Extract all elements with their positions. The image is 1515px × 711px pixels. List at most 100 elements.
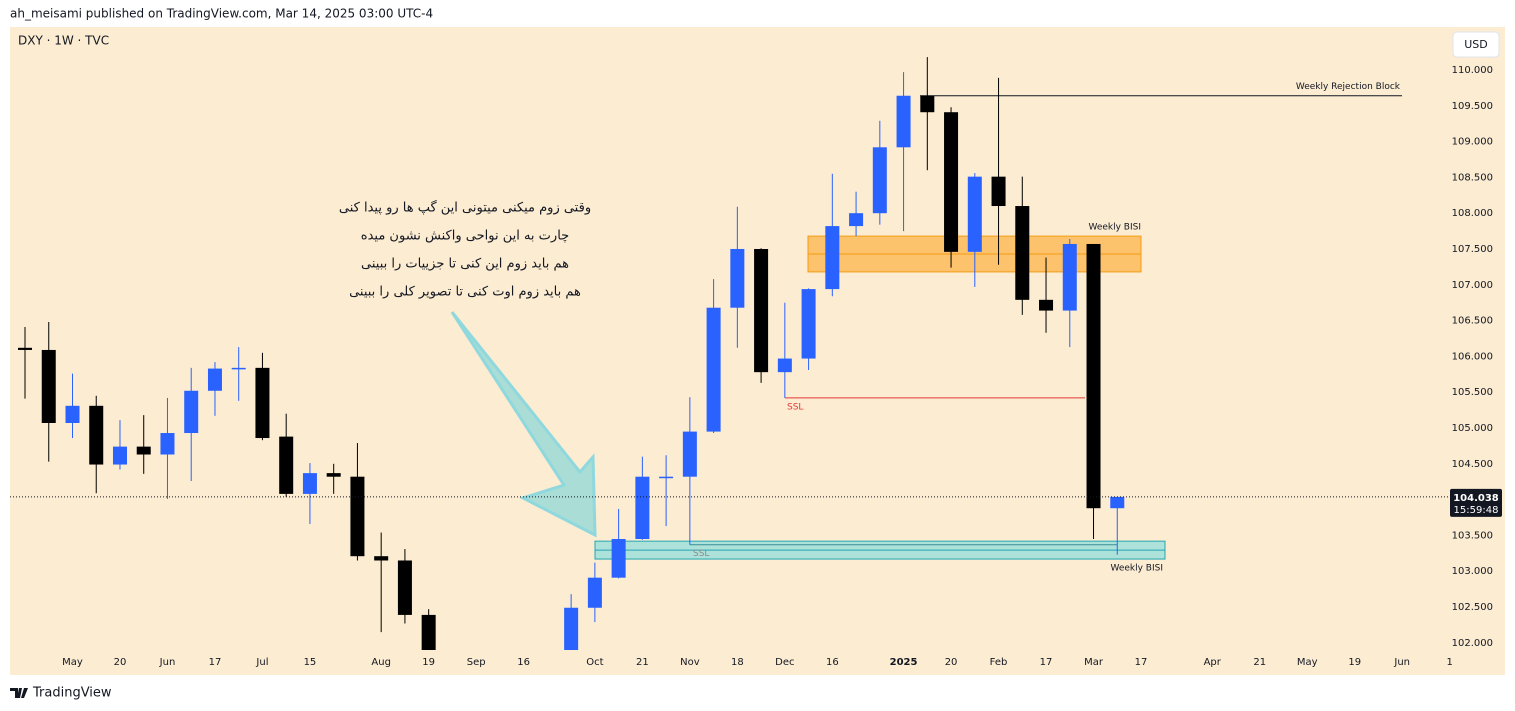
x-tick-label: 15	[304, 657, 317, 668]
candle-body	[374, 556, 389, 561]
x-tick-label: 20	[114, 657, 127, 668]
y-tick-label: 108.500	[1452, 172, 1493, 183]
x-tick-label: 20	[945, 657, 958, 668]
plot	[18, 57, 1402, 650]
x-tick-label: 17	[1040, 657, 1053, 668]
candle-body	[635, 476, 650, 540]
candle-body	[611, 539, 626, 578]
candle-body	[991, 176, 1006, 207]
level-label: SSL	[693, 549, 709, 559]
candle-body	[397, 560, 412, 615]
y-tick-label: 109.500	[1452, 101, 1493, 112]
x-tick-label: 1	[1447, 657, 1453, 668]
candle-body	[872, 147, 887, 214]
level-label: SSL	[787, 402, 803, 412]
candle-body	[754, 248, 769, 373]
x-tick-label: 19	[422, 657, 435, 668]
x-tick-label: 21	[636, 657, 649, 668]
candle-body	[207, 368, 222, 391]
y-tick-label: 103.500	[1452, 530, 1493, 541]
y-tick-label: 104.500	[1452, 459, 1493, 470]
level-label: Weekly Rejection Block	[1296, 82, 1401, 92]
x-tick-label: Nov	[680, 657, 700, 668]
x-tick-label: Oct	[586, 657, 603, 668]
currency-button[interactable]	[1452, 31, 1500, 58]
x-tick-label: Jun	[159, 657, 176, 668]
zone-label: Weekly BISI	[1110, 564, 1163, 574]
candle-body	[184, 390, 199, 434]
candle-body	[326, 473, 341, 477]
y-tick-label: 105.500	[1452, 387, 1493, 398]
publisher: ah_meisami published on TradingView.com,…	[10, 7, 433, 21]
zone-label: Weekly BISI	[1088, 223, 1141, 233]
x-tick-label: Sep	[467, 657, 486, 668]
countdown: 15:59:48	[1454, 505, 1499, 516]
candle-body	[706, 307, 721, 432]
symbol: DXY · 1W · TVC	[18, 34, 109, 48]
candle-body	[112, 446, 127, 465]
candle-body	[255, 367, 270, 439]
x-tick-label: Dec	[775, 657, 794, 668]
candle-body	[801, 289, 816, 359]
y-tick-label: 102.000	[1452, 638, 1493, 649]
candle-body	[849, 213, 864, 227]
candle-body	[231, 367, 246, 370]
note-line: چارت به این نواحی واکنش نشون میده	[361, 229, 569, 244]
x-tick-label: Jul	[255, 657, 268, 668]
candle-body	[421, 614, 436, 650]
candle-body	[944, 112, 959, 252]
candle-body	[682, 431, 697, 477]
y-tick-label: 106.500	[1452, 316, 1493, 327]
note-line: وقتی زوم میکنی میتونی این گپ ها رو پیدا …	[339, 200, 591, 216]
y-tick-label: 108.000	[1452, 208, 1493, 219]
brand-name: TradingView	[32, 686, 112, 701]
y-tick-label: 102.500	[1452, 602, 1493, 613]
y-tick-label: 103.000	[1452, 566, 1493, 577]
x-tick-label: 17	[209, 657, 222, 668]
x-tick-label: May	[62, 657, 83, 668]
x-tick-label: 16	[826, 657, 839, 668]
price-label-box	[1450, 488, 1502, 517]
candle-body	[564, 607, 579, 650]
candle-body	[41, 349, 56, 423]
x-tick-label: Aug	[371, 657, 391, 668]
candle-body	[659, 476, 674, 479]
note-line: هم باید زوم این کنی تا جزییات را ببینی	[361, 257, 569, 272]
currency-label[interactable]: USD	[1464, 38, 1488, 51]
x-tick-label: Mar	[1084, 657, 1104, 668]
x-tick-label: 2025	[890, 657, 918, 668]
x-tick-label: Apr	[1204, 657, 1222, 668]
brand: TradingView	[10, 686, 112, 701]
price-label: 104.038	[1453, 493, 1499, 504]
candle-body	[18, 347, 32, 350]
y-tick-label: 109.000	[1452, 137, 1493, 148]
y-tick-label: 105.000	[1452, 423, 1493, 434]
candle-body	[1039, 299, 1054, 311]
x-tick-label: 18	[731, 657, 744, 668]
note-line: هم باید زوم اوت کنی تا تصویر کلی را ببین…	[349, 285, 581, 300]
candle-body	[1015, 206, 1030, 300]
candle-body	[967, 176, 982, 252]
candle-body	[777, 358, 792, 373]
candle-body	[350, 476, 365, 557]
y-tick-label: 110.000	[1452, 65, 1493, 76]
x-tick-label: 16	[517, 657, 530, 668]
candle-body	[825, 226, 840, 290]
candle-body	[1062, 243, 1077, 311]
candle-body	[1110, 496, 1125, 509]
candle-body	[920, 95, 935, 113]
arrow	[450, 311, 597, 538]
brand-logo	[10, 688, 28, 698]
y-tick-label: 106.000	[1452, 351, 1493, 362]
x-tick-label: 17	[1135, 657, 1148, 668]
candle-body	[160, 433, 175, 455]
candle-body	[279, 436, 294, 494]
x-tick-label: 19	[1348, 657, 1361, 668]
x-tick-label: Jun	[1393, 657, 1410, 668]
candle-body	[302, 473, 317, 494]
candle-body	[89, 405, 104, 465]
candle-body	[65, 405, 80, 423]
x-tick-label: 21	[1253, 657, 1266, 668]
